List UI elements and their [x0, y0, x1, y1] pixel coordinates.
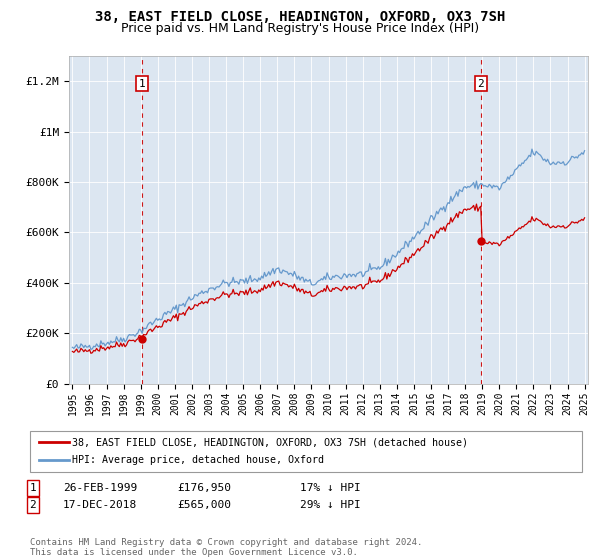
Text: 17-DEC-2018: 17-DEC-2018 [63, 500, 137, 510]
Text: £176,950: £176,950 [177, 483, 231, 493]
Text: Price paid vs. HM Land Registry's House Price Index (HPI): Price paid vs. HM Land Registry's House … [121, 22, 479, 35]
Text: 1: 1 [139, 79, 146, 88]
Text: 26-FEB-1999: 26-FEB-1999 [63, 483, 137, 493]
Text: Contains HM Land Registry data © Crown copyright and database right 2024.
This d: Contains HM Land Registry data © Crown c… [30, 538, 422, 557]
Text: 38, EAST FIELD CLOSE, HEADINGTON, OXFORD, OX3 7SH (detached house): 38, EAST FIELD CLOSE, HEADINGTON, OXFORD… [72, 437, 468, 447]
Text: 1: 1 [29, 483, 37, 493]
Text: £565,000: £565,000 [177, 500, 231, 510]
Text: 29% ↓ HPI: 29% ↓ HPI [300, 500, 361, 510]
Text: HPI: Average price, detached house, Oxford: HPI: Average price, detached house, Oxfo… [72, 455, 324, 465]
Text: 17% ↓ HPI: 17% ↓ HPI [300, 483, 361, 493]
Text: 38, EAST FIELD CLOSE, HEADINGTON, OXFORD, OX3 7SH: 38, EAST FIELD CLOSE, HEADINGTON, OXFORD… [95, 10, 505, 24]
Text: 2: 2 [478, 79, 484, 88]
Text: 2: 2 [29, 500, 37, 510]
